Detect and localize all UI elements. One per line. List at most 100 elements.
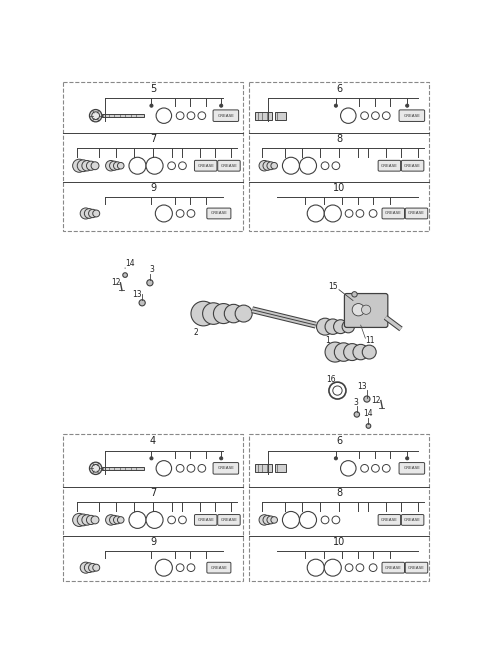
Circle shape — [176, 112, 184, 119]
FancyBboxPatch shape — [405, 208, 428, 219]
Text: 10: 10 — [333, 537, 345, 547]
Bar — [276, 464, 286, 472]
Circle shape — [366, 424, 371, 428]
FancyBboxPatch shape — [382, 562, 405, 573]
Circle shape — [179, 162, 186, 170]
Circle shape — [282, 512, 300, 528]
Bar — [276, 112, 286, 119]
Circle shape — [80, 562, 91, 573]
Circle shape — [406, 104, 409, 107]
Text: 14: 14 — [125, 259, 134, 268]
Text: 9: 9 — [150, 183, 156, 193]
Circle shape — [92, 112, 99, 119]
Circle shape — [187, 464, 195, 472]
Circle shape — [156, 559, 172, 576]
FancyBboxPatch shape — [207, 208, 231, 219]
Circle shape — [89, 110, 102, 122]
Circle shape — [321, 162, 329, 170]
Circle shape — [118, 163, 124, 169]
Circle shape — [179, 516, 186, 523]
Circle shape — [335, 457, 337, 460]
Text: 10: 10 — [333, 183, 345, 193]
Text: 12: 12 — [111, 278, 120, 287]
Circle shape — [307, 205, 324, 222]
Circle shape — [300, 512, 316, 528]
Circle shape — [156, 461, 172, 476]
Circle shape — [324, 205, 341, 222]
Text: 11: 11 — [365, 336, 375, 345]
Circle shape — [267, 162, 275, 170]
Circle shape — [129, 512, 146, 528]
Circle shape — [325, 342, 345, 362]
Bar — [255, 112, 272, 119]
Text: GREASE: GREASE — [385, 211, 402, 215]
Circle shape — [335, 343, 353, 361]
Text: GREASE: GREASE — [197, 518, 214, 522]
Circle shape — [352, 292, 357, 297]
Circle shape — [77, 514, 89, 526]
FancyBboxPatch shape — [378, 160, 401, 171]
Circle shape — [356, 564, 364, 571]
FancyBboxPatch shape — [194, 514, 217, 525]
FancyBboxPatch shape — [405, 562, 428, 573]
Text: GREASE: GREASE — [381, 164, 398, 168]
Circle shape — [82, 161, 92, 171]
Text: GREASE: GREASE — [217, 466, 234, 470]
Circle shape — [372, 112, 379, 119]
Circle shape — [369, 564, 377, 571]
Circle shape — [282, 157, 300, 174]
Text: 13: 13 — [132, 290, 142, 299]
Circle shape — [86, 516, 96, 525]
Text: 7: 7 — [150, 488, 156, 498]
Circle shape — [334, 319, 348, 334]
Circle shape — [176, 564, 184, 571]
Circle shape — [267, 516, 275, 524]
Circle shape — [324, 559, 341, 576]
Circle shape — [361, 305, 371, 314]
Circle shape — [220, 457, 223, 460]
Circle shape — [198, 464, 206, 472]
Text: GREASE: GREASE — [210, 565, 228, 569]
Circle shape — [91, 516, 99, 524]
Circle shape — [345, 564, 353, 571]
Circle shape — [84, 209, 94, 218]
Bar — [255, 464, 272, 472]
Circle shape — [220, 104, 223, 107]
Circle shape — [360, 112, 369, 119]
Text: GREASE: GREASE — [404, 518, 421, 522]
Text: 16: 16 — [326, 375, 336, 384]
FancyBboxPatch shape — [401, 514, 424, 525]
Circle shape — [224, 304, 243, 323]
Circle shape — [147, 279, 153, 286]
Circle shape — [345, 210, 353, 217]
Circle shape — [123, 273, 127, 277]
Circle shape — [203, 303, 224, 324]
Circle shape — [92, 464, 99, 472]
Circle shape — [360, 464, 369, 472]
Circle shape — [344, 344, 360, 361]
Circle shape — [383, 112, 390, 119]
Text: GREASE: GREASE — [217, 113, 234, 117]
Circle shape — [93, 210, 100, 217]
FancyBboxPatch shape — [378, 514, 401, 525]
Circle shape — [82, 515, 92, 525]
FancyBboxPatch shape — [401, 160, 424, 171]
Circle shape — [369, 210, 377, 217]
Circle shape — [362, 345, 376, 359]
Circle shape — [176, 210, 184, 217]
Text: 6: 6 — [336, 436, 342, 446]
Text: GREASE: GREASE — [385, 565, 402, 569]
Circle shape — [146, 157, 163, 174]
Bar — [102, 114, 144, 117]
Circle shape — [340, 108, 356, 123]
Circle shape — [93, 564, 100, 571]
Circle shape — [342, 321, 355, 333]
Text: GREASE: GREASE — [403, 466, 420, 470]
Circle shape — [259, 515, 270, 525]
Text: GREASE: GREASE — [220, 518, 238, 522]
Text: 15: 15 — [328, 282, 337, 291]
Circle shape — [150, 457, 153, 460]
Circle shape — [187, 112, 195, 119]
Circle shape — [86, 161, 96, 171]
Text: GREASE: GREASE — [381, 518, 398, 522]
